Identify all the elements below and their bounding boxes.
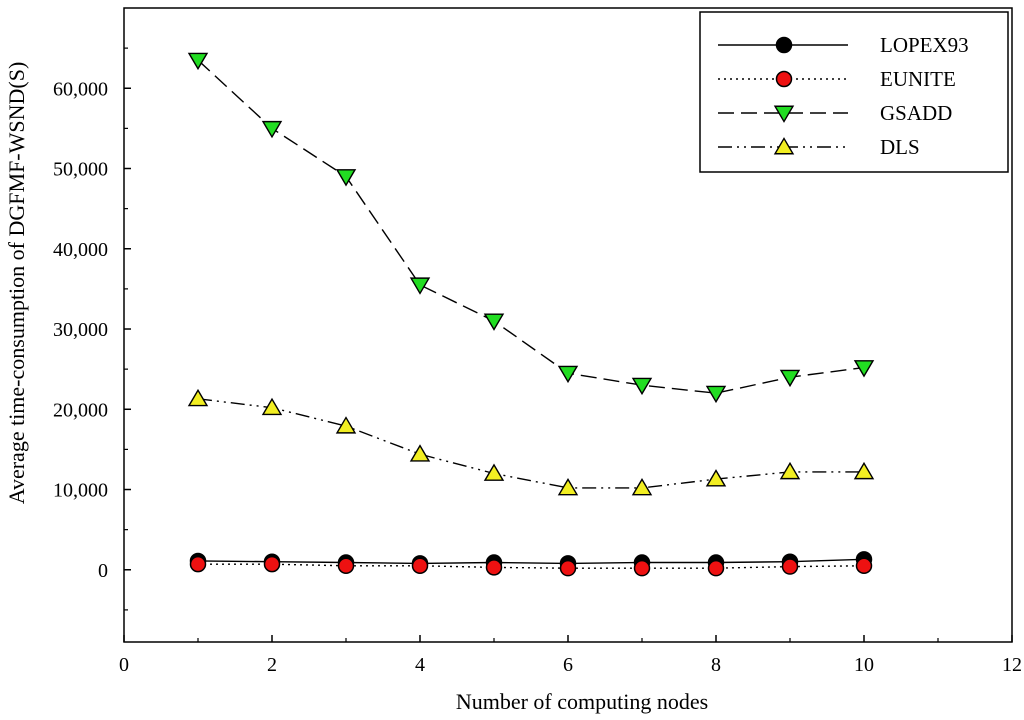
x-tick-label: 0 bbox=[119, 654, 129, 676]
data-point-dls bbox=[483, 463, 505, 481]
y-tick-label: 20,000 bbox=[53, 399, 108, 421]
legend-marker-gsadd bbox=[773, 105, 795, 123]
data-point-eunite bbox=[337, 557, 355, 575]
data-point-eunite bbox=[263, 555, 281, 573]
legend-label-eunite: EUNITE bbox=[880, 67, 956, 91]
data-point-dls bbox=[261, 397, 283, 416]
data-point-dls bbox=[335, 416, 357, 434]
series-dls bbox=[187, 388, 875, 496]
data-point-gsadd bbox=[779, 369, 801, 388]
data-point-eunite bbox=[633, 559, 651, 577]
data-point-gsadd bbox=[631, 377, 653, 396]
series-lopex93 bbox=[189, 551, 873, 572]
x-tick-label: 10 bbox=[854, 654, 874, 676]
x-tick-label: 8 bbox=[711, 654, 721, 676]
y-tick-label: 30,000 bbox=[53, 319, 108, 341]
data-point-eunite bbox=[411, 557, 429, 575]
series-line-dls bbox=[197, 398, 864, 489]
x-tick-label: 4 bbox=[415, 654, 425, 676]
y-tick-label: 0 bbox=[98, 560, 108, 582]
data-point-dls bbox=[557, 477, 579, 496]
data-point-eunite bbox=[781, 558, 799, 575]
y-tick-label: 60,000 bbox=[53, 78, 108, 100]
data-point-eunite bbox=[707, 559, 725, 577]
data-point-gsadd bbox=[187, 52, 209, 71]
series-line-eunite bbox=[198, 563, 865, 569]
legend-box bbox=[699, 11, 1009, 173]
series-eunite bbox=[189, 555, 873, 577]
x-tick-label: 6 bbox=[563, 654, 573, 676]
legend-label-dls: DLS bbox=[880, 135, 920, 159]
legend-label-gsadd: GSADD bbox=[880, 101, 952, 125]
series-line-lopex93 bbox=[197, 558, 865, 565]
legend-label-lopex93: LOPEX93 bbox=[880, 33, 969, 57]
legend: LOPEX93 EUNITE GSADD DLS bbox=[699, 11, 1009, 173]
legend-marker-lopex93 bbox=[775, 36, 793, 54]
axes: 0 2 4 6 8 10 12 0 10,000 20,000 30,000 40,000 50,000… bbox=[53, 7, 1022, 676]
data-point-dls bbox=[631, 477, 653, 496]
data-point-eunite bbox=[559, 559, 577, 577]
series-line-gsadd bbox=[197, 59, 865, 394]
legend-marker-eunite bbox=[775, 70, 793, 88]
data-point-eunite bbox=[485, 559, 503, 576]
data-point-dls bbox=[853, 461, 875, 480]
data-point-gsadd bbox=[261, 120, 283, 139]
series-layer bbox=[187, 52, 875, 577]
data-point-gsadd bbox=[705, 385, 727, 404]
data-point-gsadd bbox=[483, 313, 505, 331]
x-tick-label: 2 bbox=[267, 654, 277, 676]
data-point-dls bbox=[409, 444, 431, 462]
data-point-eunite bbox=[189, 555, 207, 573]
x-axis-title: Number of computing nodes bbox=[456, 689, 708, 714]
y-tick-label: 40,000 bbox=[53, 239, 108, 261]
legend-marker-dls bbox=[773, 137, 795, 155]
data-point-dls bbox=[187, 388, 209, 407]
data-point-gsadd bbox=[335, 169, 357, 187]
data-point-gsadd bbox=[853, 360, 875, 378]
y-tick-label: 50,000 bbox=[53, 159, 108, 181]
data-point-dls bbox=[705, 469, 727, 487]
y-tick-label: 10,000 bbox=[53, 480, 108, 502]
y-axis-title: Average time-consumption of DGFMF-WSND(S… bbox=[4, 62, 29, 505]
data-point-gsadd bbox=[409, 277, 431, 295]
data-point-gsadd bbox=[557, 365, 579, 384]
data-point-eunite bbox=[855, 557, 873, 575]
series-gsadd bbox=[187, 52, 875, 404]
data-point-dls bbox=[779, 461, 801, 480]
x-tick-label: 12 bbox=[1002, 654, 1022, 676]
